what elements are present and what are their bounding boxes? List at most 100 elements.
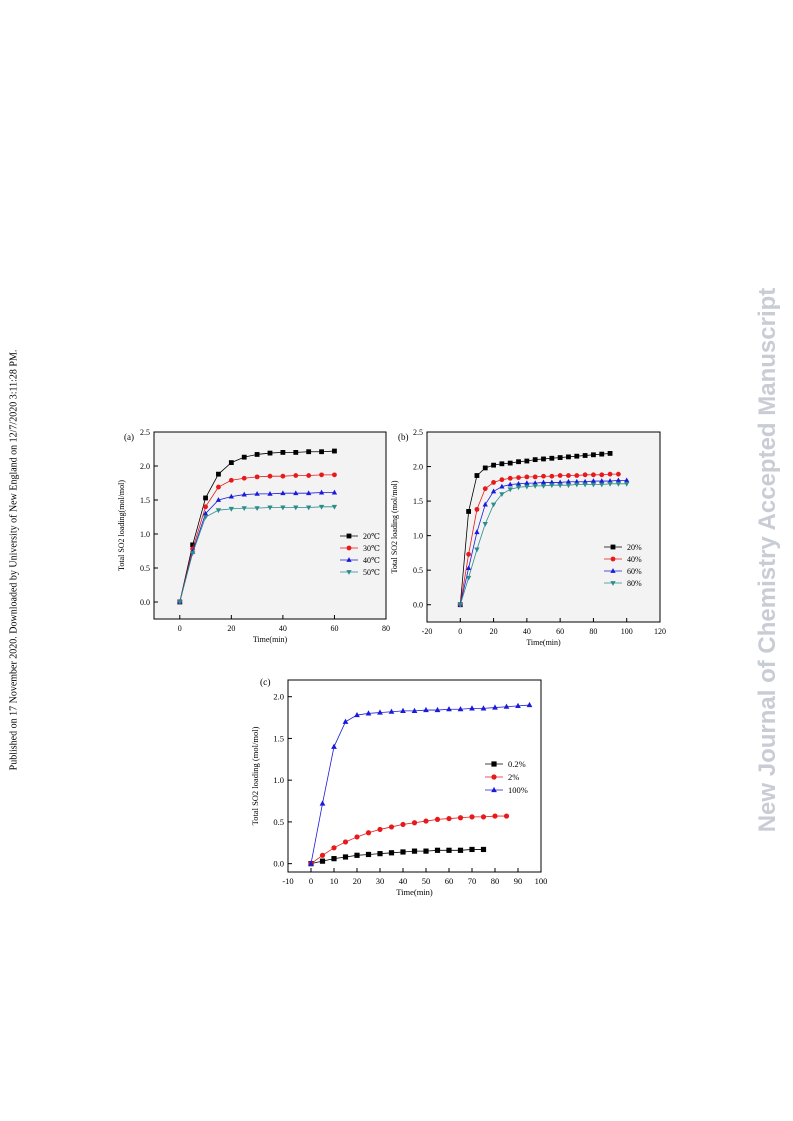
- data-point: [615, 471, 621, 477]
- legend-marker: [346, 545, 352, 551]
- data-point: [365, 830, 372, 836]
- data-point: [241, 454, 247, 460]
- data-point: [607, 471, 613, 477]
- data-point: [591, 452, 596, 458]
- data-point: [267, 491, 273, 496]
- data-point: [532, 457, 538, 463]
- data-point: [306, 473, 312, 478]
- x-tick-label: 80: [589, 627, 597, 636]
- data-point: [557, 473, 563, 478]
- legend-marker: [491, 786, 497, 793]
- data-point: [574, 478, 580, 484]
- x-tick-label: 0: [309, 876, 313, 886]
- y-tick-label: 1.5: [413, 497, 423, 506]
- data-point: [574, 453, 580, 459]
- x-tick-label: 50: [422, 876, 431, 886]
- legend-marker: [491, 761, 497, 767]
- data-point: [466, 509, 472, 514]
- data-point: [549, 455, 555, 461]
- data-point: [354, 852, 360, 858]
- data-point: [615, 481, 622, 487]
- data-point: [457, 815, 464, 821]
- data-point: [515, 485, 522, 491]
- legend-label: 100%: [508, 785, 528, 795]
- data-point: [306, 449, 312, 455]
- legend-label: 50℃: [363, 568, 380, 577]
- x-tick-label: 100: [621, 627, 633, 636]
- y-tick-label: 0.0: [140, 598, 150, 607]
- data-point: [241, 491, 247, 497]
- data-point: [434, 706, 441, 713]
- data-point: [615, 477, 622, 483]
- data-point: [446, 847, 452, 853]
- data-point: [582, 478, 588, 484]
- data-point: [503, 813, 510, 819]
- y-tick-label: 0.5: [273, 817, 284, 827]
- data-point: [491, 480, 496, 485]
- data-point: [474, 529, 480, 535]
- data-point: [499, 461, 505, 467]
- data-point: [293, 450, 299, 455]
- data-point: [532, 480, 538, 486]
- x-tick-label: 20: [353, 876, 362, 886]
- y-tick-label: 2.0: [140, 462, 150, 471]
- data-point: [216, 471, 221, 477]
- data-point: [549, 473, 555, 479]
- legend-marker: [610, 556, 616, 562]
- data-point: [491, 462, 496, 468]
- data-point: [582, 453, 588, 458]
- series-points: [457, 471, 621, 608]
- data-point: [507, 487, 513, 493]
- panel-label: (b): [398, 432, 409, 442]
- data-point: [216, 484, 221, 490]
- data-point: [457, 847, 464, 853]
- data-point: [388, 824, 395, 830]
- data-point: [524, 480, 530, 486]
- data-point: [267, 450, 273, 456]
- legend-label: 80%: [627, 579, 642, 588]
- data-point: [466, 551, 472, 557]
- data-point: [331, 856, 337, 862]
- data-point: [474, 547, 480, 553]
- data-point: [319, 800, 326, 806]
- y-axis-label: Total SO2 loading (mol/mol): [250, 726, 260, 825]
- data-point: [490, 488, 497, 494]
- data-point: [607, 451, 613, 456]
- x-tick-label: 70: [468, 876, 477, 886]
- plot-area: [426, 431, 661, 623]
- data-point: [388, 850, 395, 856]
- data-point: [482, 486, 488, 492]
- data-point: [423, 706, 429, 713]
- data-point: [524, 484, 530, 490]
- data-point: [318, 489, 325, 495]
- series-points: [177, 504, 338, 605]
- x-tick-label: 100: [535, 876, 548, 886]
- data-point: [499, 477, 505, 483]
- x-tick-label: 60: [330, 624, 338, 633]
- data-point: [465, 565, 472, 571]
- data-point: [557, 455, 563, 460]
- data-point: [215, 497, 222, 502]
- data-point: [599, 478, 605, 483]
- y-tick-label: 0.0: [413, 601, 423, 610]
- data-point: [566, 454, 571, 460]
- data-point: [388, 708, 395, 714]
- data-point: [540, 483, 547, 489]
- data-point: [469, 846, 475, 853]
- series-line: [310, 704, 530, 864]
- data-point: [254, 491, 260, 496]
- data-point: [342, 839, 349, 845]
- data-point: [541, 473, 546, 479]
- data-point: [492, 704, 498, 710]
- data-point: [574, 482, 580, 488]
- x-tick-label: 60: [556, 627, 564, 636]
- legend-marker: [346, 533, 352, 539]
- data-point: [411, 820, 418, 826]
- x-tick-label: 20: [490, 627, 498, 636]
- data-point: [499, 483, 505, 489]
- data-point: [254, 506, 260, 512]
- data-point: [332, 448, 337, 454]
- data-point: [557, 483, 563, 489]
- chart-panel-c: 0.0 0.5 1.0 1.5 2.0 -10 0 10 20 30 40 50 60 70 80 90 100…: [250, 674, 547, 904]
- y-axis-label: Total SO2 loading(mol/mol): [117, 480, 126, 571]
